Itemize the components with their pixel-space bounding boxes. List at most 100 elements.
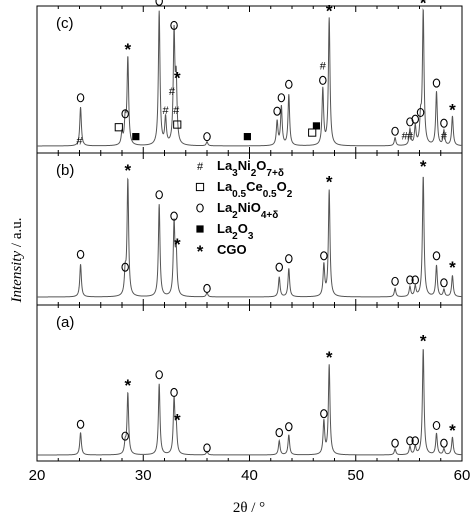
marker-la2nio4-3 xyxy=(155,370,163,380)
x-tick-label: 50 xyxy=(347,467,364,484)
marker-la2nio4-6 xyxy=(203,443,211,453)
marker-la2o3-33 xyxy=(312,122,321,130)
marker-cgo-14: * xyxy=(420,331,427,350)
legend-label: La2NiO4+δ xyxy=(217,200,278,221)
marker-la2nio4-11 xyxy=(391,276,399,286)
marker-la3ni2o7-22: # xyxy=(169,86,176,98)
legend-entry-1: La0.5Ce0.5O2 xyxy=(195,179,293,200)
marker-la3ni2o7-26: # xyxy=(407,130,414,142)
x-tick-label: 60 xyxy=(454,467,471,484)
marker-la2nio4-8 xyxy=(285,254,293,264)
xrd-pattern xyxy=(37,8,463,147)
marker-la2nio4-9 xyxy=(320,251,328,261)
legend-label: La2O3 xyxy=(217,221,254,242)
x-axis-label: 2θ / ° xyxy=(233,500,265,516)
marker-la2nio4-17 xyxy=(432,78,441,88)
marker-la2nio4-15 xyxy=(416,107,425,118)
marker-la2nio4-13 xyxy=(411,275,419,285)
marker-la2nio4-legend-2 xyxy=(196,203,204,213)
legend-label: CGO xyxy=(217,242,247,257)
panel-a: * * * * * (a) xyxy=(36,304,463,462)
marker-la2nio4-9 xyxy=(320,409,328,419)
marker-la2nio4-11 xyxy=(391,438,399,448)
marker-la2o3-31 xyxy=(132,133,140,141)
marker-la05ce05o2-30 xyxy=(308,128,317,137)
marker-la3ni2o7-24: # xyxy=(320,61,327,73)
marker-la3ni2o7-legend-0: # xyxy=(197,161,204,173)
marker-cgo-16: * xyxy=(420,0,427,12)
legend-entry-3: La2O3 xyxy=(196,221,254,242)
marker-la2nio4-1 xyxy=(121,431,129,441)
x-tick-label: 40 xyxy=(241,467,258,484)
marker-la2nio4-8 xyxy=(277,93,286,103)
marker-cgo-10: * xyxy=(326,348,333,367)
panel-b: * * * * * (b) xyxy=(36,152,463,306)
x-tick-label: 20 xyxy=(29,467,46,484)
marker-la2nio4-9 xyxy=(285,79,293,89)
marker-la3ni2o7-27: # xyxy=(441,130,448,142)
legend-label: La3Ni2O7+δ xyxy=(217,158,284,179)
panel-c: *** **###### # #(c) xyxy=(36,0,463,154)
marker-la3ni2o7-20: # xyxy=(76,136,83,148)
marker-la2nio4-0 xyxy=(76,419,85,429)
panel-label: (c) xyxy=(56,15,74,32)
marker-cgo-legend-4: * xyxy=(197,242,204,261)
legend-entry-2: La2NiO4+δ xyxy=(196,200,278,221)
marker-cgo-14: * xyxy=(420,157,427,176)
marker-cgo-5: * xyxy=(174,68,181,87)
marker-la2nio4-15 xyxy=(432,420,441,431)
marker-la2nio4-0 xyxy=(76,93,85,103)
marker-la2o3-32 xyxy=(243,133,251,141)
marker-cgo-11: * xyxy=(326,1,333,20)
marker-la2nio4-0 xyxy=(76,249,85,259)
marker-la2nio4-4 xyxy=(170,211,178,221)
marker-la2nio4-10 xyxy=(319,75,327,85)
marker-la2nio4-16 xyxy=(440,278,448,288)
marker-cgo-2: * xyxy=(125,376,132,395)
marker-cgo-2: * xyxy=(125,161,132,180)
marker-cgo-10: * xyxy=(326,173,333,192)
y-axis-label: Intensity / a.u. xyxy=(9,218,25,304)
marker-cgo-17: * xyxy=(449,421,456,440)
marker-la2nio4-15 xyxy=(432,251,441,261)
panel-label: (b) xyxy=(56,162,74,179)
marker-la3ni2o7-21: # xyxy=(163,105,170,117)
marker-cgo-5: * xyxy=(174,410,181,429)
marker-la05ce05o2-legend-1 xyxy=(195,182,205,192)
marker-la2nio4-7 xyxy=(273,106,281,116)
marker-la2nio4-16 xyxy=(440,438,448,448)
marker-cgo-5: * xyxy=(174,235,181,254)
panel-label: (a) xyxy=(56,314,74,331)
marker-la2nio4-1 xyxy=(121,262,129,272)
marker-la2nio4-4 xyxy=(170,20,178,30)
marker-la2o3-legend-3 xyxy=(196,225,204,233)
legend-entry-0: # La3Ni2O7+δ xyxy=(197,158,284,179)
marker-la2nio4-7 xyxy=(275,428,283,438)
legend-entry-4: * CGO xyxy=(197,242,247,261)
marker-la2nio4-14 xyxy=(411,114,419,124)
marker-cgo-17: * xyxy=(449,258,456,277)
marker-la2nio4-12 xyxy=(406,436,414,446)
marker-la2nio4-13 xyxy=(411,436,419,446)
marker-la2nio4-12 xyxy=(391,126,399,136)
marker-la3ni2o7-23: # xyxy=(173,105,180,117)
marker-la2nio4-18 xyxy=(440,118,448,128)
marker-la2nio4-1 xyxy=(121,109,129,119)
marker-la2nio4-4 xyxy=(170,387,178,398)
marker-cgo-2: * xyxy=(125,40,132,59)
xrd-pattern xyxy=(37,349,463,456)
marker-la05ce05o2-29 xyxy=(173,120,182,129)
panel-frame xyxy=(36,304,463,462)
marker-la2nio4-8 xyxy=(285,422,293,432)
marker-cgo-19: * xyxy=(449,100,456,119)
legend-label: La0.5Ce0.5O2 xyxy=(217,179,293,200)
xrd-pattern xyxy=(37,176,463,298)
marker-la05ce05o2-28 xyxy=(114,123,123,132)
x-tick-label: 30 xyxy=(135,467,152,484)
marker-la2nio4-12 xyxy=(406,275,414,285)
marker-la3ni2o7-25: # xyxy=(402,130,409,142)
marker-la2nio4-6 xyxy=(203,283,211,294)
marker-la2nio4-6 xyxy=(203,132,211,142)
